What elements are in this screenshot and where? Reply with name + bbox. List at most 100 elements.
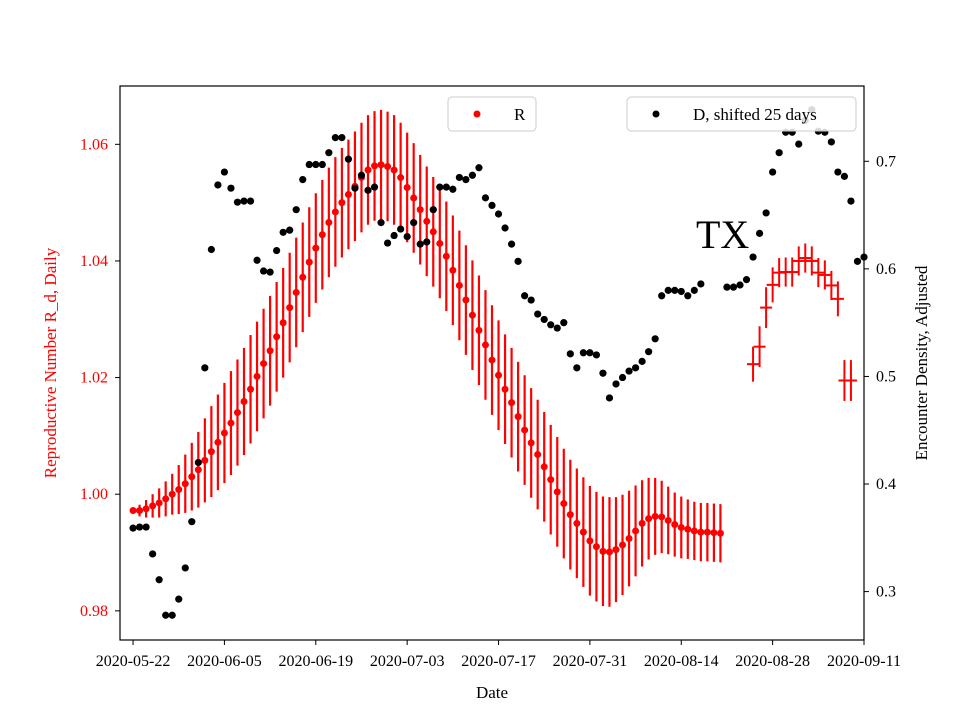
d-point [775,149,783,157]
r-point [566,511,574,519]
r-point [697,528,705,536]
legend-d: D, shifted 25 days [626,96,857,132]
d-point [429,206,437,214]
r-point [299,273,307,281]
d-point [259,267,268,275]
d-point [566,350,574,358]
d-point [742,276,751,284]
d-point [390,231,398,240]
d-point [468,171,477,179]
d-point [540,315,548,324]
r-point [168,490,176,498]
d-point [227,184,235,192]
d-point [253,256,261,264]
r-point [540,463,548,471]
d-point [638,357,646,365]
x-axis-ticks: 2020-05-22 2020-06-05 2020-06-19 2020-07-03… [96,640,901,670]
d-point [762,209,770,217]
r-point [619,541,627,549]
d-point [631,364,640,372]
d-point [410,219,418,227]
r-point [149,502,157,510]
d-point [521,292,529,300]
d-point [403,233,411,241]
r-point [129,507,137,515]
r-point [175,486,183,494]
d-point [494,210,503,218]
d-point [671,286,679,294]
d-point [834,168,842,176]
legend-r-box [447,96,537,132]
r-point [377,161,385,169]
r-point [710,529,718,537]
d-point [651,335,659,343]
r-point [690,527,698,535]
d-point [664,286,672,294]
r-point [384,162,392,170]
d-point [201,364,209,372]
d-point [286,226,294,234]
d-point [573,364,581,372]
r-point [488,356,496,364]
y-right-tick-label: 0.4 [876,476,896,493]
r-point [142,505,150,513]
y-left-axis-label: Reproductive Number R_d, Daily [41,247,60,478]
r-point [475,326,483,334]
r-point [233,409,241,417]
r-point [240,397,248,405]
d-point [560,319,568,327]
r-point [449,266,457,274]
r-point [560,500,568,508]
r-point [553,488,561,496]
d-point [135,523,144,531]
r-point [605,548,613,556]
r-point [162,495,170,503]
x-tick-label: 2020-08-14 [644,653,719,670]
r-point [651,512,659,520]
r-point [338,199,346,207]
r-point [534,451,542,459]
d-point [553,324,561,332]
y-left-tick-label: 1.00 [80,486,108,503]
legend-r-marker [473,110,481,118]
d-point [299,175,307,184]
d-point [769,168,777,176]
d-point [149,550,157,558]
d-point [331,134,339,142]
r-point [214,438,222,446]
d-point [351,184,359,192]
d-point [246,197,255,205]
y-left-tick-label: 1.04 [80,253,108,270]
r-point [495,371,503,379]
r-point [318,231,326,239]
d-point [194,458,202,467]
d-point [579,349,587,357]
r-point [462,296,470,304]
x-tick-label: 2020-07-31 [553,653,628,670]
d-point [181,564,189,572]
r-point [632,527,640,535]
r-point [403,183,411,191]
plot-frame [119,85,865,641]
legend-d-box [626,96,857,132]
x-axis-label: Date [476,683,508,702]
r-point [371,162,379,170]
d-point [220,168,229,176]
r-point [677,523,685,531]
r-point [286,304,294,312]
legend-r-label: R [514,105,526,124]
r-series [129,109,724,607]
state-annotation: TX [696,212,749,257]
r-late-series [747,243,857,401]
d-point [684,292,692,300]
r-point [501,385,509,393]
d-point [416,240,424,248]
y-right-tick-label: 0.5 [876,368,896,385]
y-right-tick-label: 0.6 [876,261,896,278]
r-point [220,429,228,437]
r-point [429,228,437,236]
d-point [749,253,757,261]
x-tick-label: 2020-06-19 [278,653,353,670]
x-tick-label: 2020-07-03 [370,653,445,670]
r-point [188,473,196,481]
